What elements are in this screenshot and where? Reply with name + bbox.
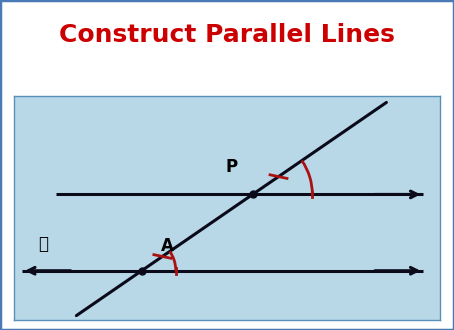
Text: ℓ: ℓ bbox=[39, 236, 49, 253]
Text: A: A bbox=[161, 237, 174, 255]
Text: Construct Parallel Lines: Construct Parallel Lines bbox=[59, 23, 395, 47]
Text: P: P bbox=[225, 158, 237, 177]
